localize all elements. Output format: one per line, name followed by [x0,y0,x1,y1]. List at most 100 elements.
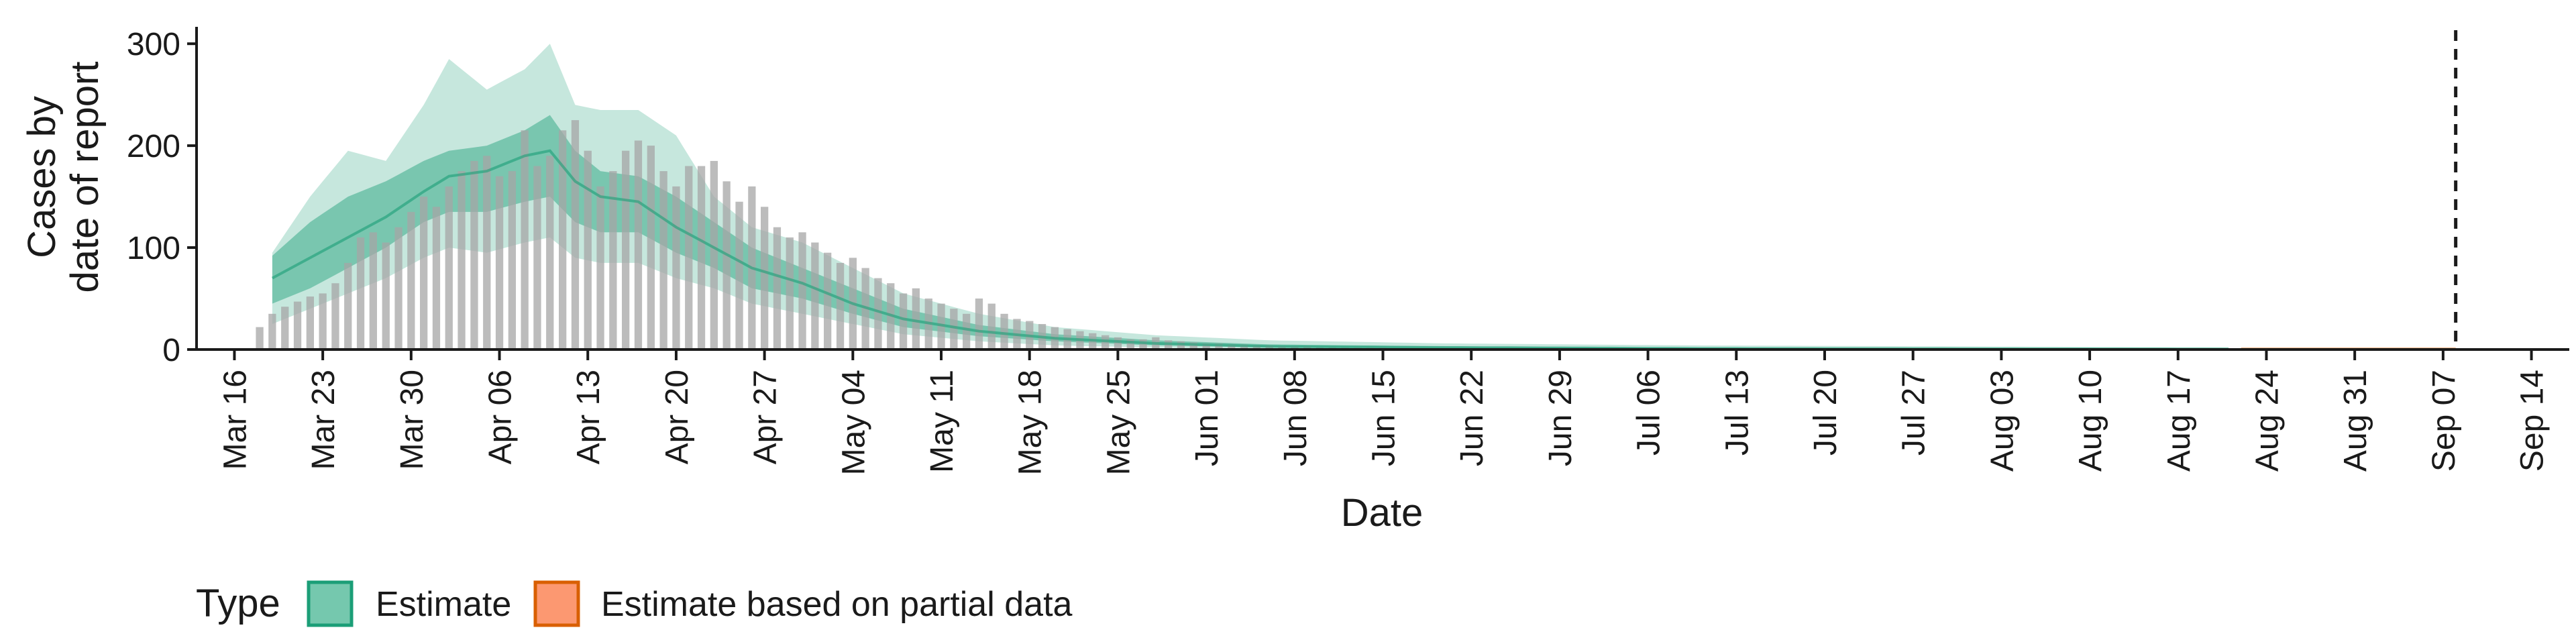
observed-case-bar [1000,313,1008,350]
observed-case-bar [256,327,264,350]
observed-case-bar [458,171,466,350]
observed-case-bar [559,130,567,350]
observed-case-bar [445,186,453,350]
observed-case-bar [546,156,554,350]
observed-case-bar [306,297,314,350]
x-tick-label: Jul 20 [1808,370,1843,455]
x-tick-label: Jul 13 [1719,370,1755,455]
x-tick-label: May 25 [1101,370,1136,475]
observed-case-bar [1126,339,1134,350]
x-tick-label: May 04 [836,370,871,475]
x-tick-label: Jun 22 [1454,370,1490,466]
observed-case-bar [811,242,819,350]
legend-swatch-partial [533,580,580,627]
y-axis-title-line2: date of report [63,62,107,293]
observed-case-bars [256,120,2220,350]
x-tick-label: Apr 13 [571,370,606,464]
observed-case-bar [912,288,920,350]
observed-case-bar [1102,335,1110,350]
observed-case-bar [382,242,390,350]
observed-case-bar [571,120,580,350]
observed-case-bar [1228,344,1236,350]
x-tick-label: Jun 15 [1366,370,1402,466]
x-tick-label: Apr 20 [659,370,695,464]
observed-case-bar [659,171,667,350]
observed-case-bar [798,232,806,350]
legend-title: Type [196,582,280,625]
observed-case-bar [963,313,971,350]
observed-case-bar [609,171,617,350]
y-tick-label: 0 [162,333,180,368]
observed-case-bar [331,283,339,350]
observed-case-bar [1215,343,1223,350]
x-tick-label: Jul 27 [1896,370,1932,455]
x-tick-label: May 11 [924,370,960,473]
x-axis-title: Date [1341,491,1424,535]
legend-swatch-estimate [307,580,354,627]
x-tick-label: Apr 06 [483,370,519,464]
observed-case-bar [1177,341,1185,350]
observed-case-bar [786,237,794,350]
x-tick-label: Aug 24 [2250,370,2286,472]
observed-case-bar [470,160,478,350]
observed-case-bar [836,262,845,350]
x-tick-label: Aug 31 [2338,370,2373,472]
x-tick-label: Aug 17 [2161,370,2197,472]
observed-case-bar [596,186,604,350]
observed-case-bar [420,197,428,350]
observed-case-bar [584,150,592,350]
observed-case-bar [268,313,276,350]
observed-case-bar [319,293,327,350]
observed-case-bar [407,211,415,350]
observed-case-bar [293,301,302,350]
observed-case-bar [1278,346,1286,350]
observed-case-bar [899,293,908,350]
observed-case-bar [722,181,731,350]
x-tick-label: Aug 10 [2073,370,2108,472]
x-tick-label: Mar 30 [394,370,430,470]
observed-case-bar [950,309,958,350]
x-tick-label: Sep 07 [2426,370,2462,472]
y-tick-label: 200 [127,129,180,164]
observed-case-bar [824,252,832,350]
y-tick-label: 300 [127,27,180,62]
observed-case-bar [874,278,882,350]
observed-case-bar [672,186,680,350]
observed-case-bar [1139,339,1147,350]
observed-case-bar [975,299,983,350]
y-tick-label: 100 [127,231,180,266]
x-tick-label: Sep 14 [2515,370,2551,472]
observed-case-bar [533,166,541,350]
observed-case-bar [761,207,769,350]
observed-case-bar [281,307,289,350]
legend: Type Estimate Estimate based on partial … [196,580,1073,627]
legend-label-estimate: Estimate [376,585,511,624]
x-axis: Mar 16 Mar 23 Mar 30 Apr 06 Apr 13 Apr 20 Apr … [197,348,2569,475]
observed-case-bar [622,150,630,350]
x-tick-label: Jul 06 [1631,370,1667,455]
observed-case-bar [356,237,365,350]
observed-case-bar [1114,337,1122,350]
y-axis: 0 100 200 300 [127,27,198,368]
observed-case-bar [685,166,693,350]
observed-case-bar [634,140,643,350]
x-tick-label: Aug 03 [1984,370,2020,472]
x-tick-label: Mar 16 [217,370,253,470]
observed-case-bar [508,171,516,350]
x-tick-label: Jun 29 [1543,370,1578,466]
x-tick-label: Jun 08 [1278,370,1313,466]
observed-case-bar [987,303,996,350]
x-tick-label: May 18 [1013,370,1049,475]
x-tick-label: Jun 01 [1189,370,1225,466]
observed-case-bar [735,201,743,350]
observed-case-bar [344,262,352,350]
observed-case-bar [647,146,655,350]
observed-case-bar [369,232,377,350]
x-tick-label: Mar 23 [306,370,341,470]
observed-case-bar [432,207,441,350]
observed-case-bar [937,303,945,350]
observed-case-bar [495,176,504,350]
observed-case-bar [773,227,782,350]
observed-case-bar [483,156,491,350]
